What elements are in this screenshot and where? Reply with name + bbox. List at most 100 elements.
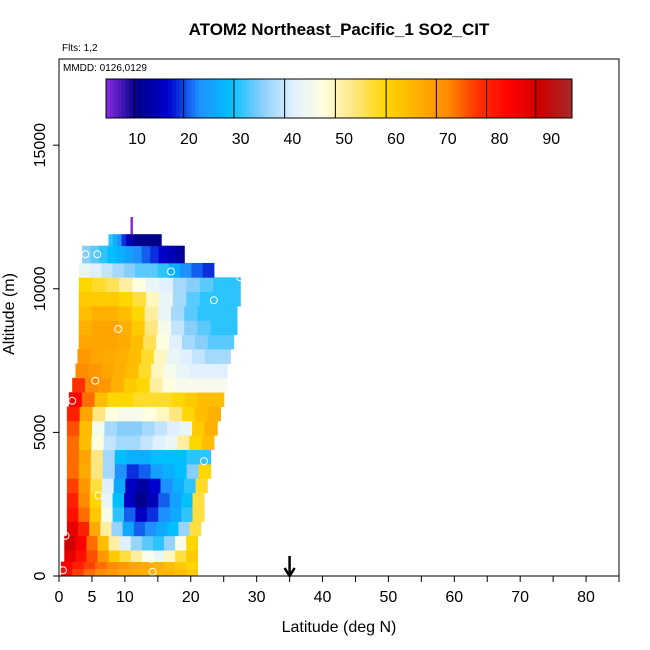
y-tick-label: 10000 [32, 266, 49, 311]
heatmap-cell [121, 234, 127, 247]
colorbar-tick-label: 70 [439, 131, 457, 148]
heatmap-cell [204, 420, 218, 436]
heatmap-cell [79, 420, 93, 436]
heatmap-cell [179, 420, 193, 436]
colorbar-swatch [206, 79, 212, 118]
heatmap-cell [194, 334, 209, 350]
heatmap-cell [112, 262, 125, 278]
y-axis-label: Altitude (m) [1, 273, 18, 355]
colorbar-swatch [439, 79, 445, 118]
heatmap-cell [181, 507, 194, 522]
heatmap-cell [207, 334, 222, 350]
heatmap-cell [146, 277, 161, 293]
heatmap-cell [78, 521, 90, 537]
x-tick-label: 60 [445, 589, 463, 606]
heatmap-cell [135, 262, 147, 278]
heatmap-cell [198, 449, 212, 465]
heatmap-cell [172, 277, 187, 293]
heatmap-cell [120, 392, 134, 407]
colorbar-swatch [428, 79, 433, 118]
heatmap-cell [144, 306, 159, 321]
colorbar-swatch [210, 79, 216, 118]
heatmap-cell [78, 463, 92, 479]
heatmap-cell [163, 568, 176, 577]
heatmap-cell [81, 392, 96, 407]
heatmap-cell [172, 291, 187, 307]
heatmap-cell [119, 277, 134, 293]
heatmap-cell [174, 568, 187, 577]
heatmap-cell [177, 435, 190, 451]
heatmap-cell [105, 320, 119, 336]
heatmap-cell [91, 435, 105, 451]
colorbar-swatch [498, 79, 503, 118]
heatmap-cell [66, 492, 79, 508]
heatmap-cell [158, 492, 171, 508]
heatmap-cell [123, 377, 138, 393]
heatmap-cell [105, 406, 119, 422]
colorbar-swatch [443, 79, 449, 118]
heatmap-cell [201, 435, 215, 451]
heatmap-cell [169, 492, 182, 508]
colorbar: 10 20 30 40 50 60 70 80 90 [105, 78, 573, 148]
x-tick-label: 20 [182, 589, 200, 606]
colorbar-swatch [420, 79, 425, 118]
y-axis: 0 5000 10000 15000 [32, 123, 59, 580]
heatmap-cell [90, 262, 102, 278]
colorbar-swatch [257, 79, 262, 118]
heatmap-cell [160, 478, 173, 494]
heatmap-spike [130, 216, 133, 235]
heatmap-cell [130, 550, 143, 563]
heatmap-cell [146, 392, 160, 407]
heatmap-cell [153, 349, 168, 364]
heatmap-cell [128, 349, 142, 364]
colorbar-swatch [304, 79, 309, 118]
heatmap-cell [66, 507, 79, 522]
heatmap-cell [130, 535, 143, 551]
heatmap-cell [186, 550, 198, 563]
heatmap-cell [156, 334, 170, 350]
heatmap-cell [119, 291, 134, 307]
colorbar-swatch [269, 79, 274, 118]
heatmap-cell [174, 463, 188, 479]
heatmap-cell [159, 392, 173, 407]
heatmap-cell [101, 507, 114, 522]
heatmap-cell [167, 420, 181, 436]
heatmap-cell [115, 435, 129, 451]
heatmap-cell [106, 561, 119, 570]
heatmap-cell [185, 568, 198, 577]
colorbar-swatch [144, 79, 150, 118]
heatmap-cell [125, 478, 138, 494]
heatmap-cell [157, 262, 170, 278]
colorbar-swatch [296, 79, 301, 118]
heatmap-cell [91, 420, 106, 436]
heatmap-cell [119, 550, 132, 563]
heatmap-cell [138, 449, 152, 465]
colorbar-swatch [113, 79, 119, 118]
colorbar-swatch [393, 79, 398, 118]
heatmap-cell [100, 363, 114, 379]
heatmap-cell [117, 561, 130, 570]
heatmap-cell [125, 363, 140, 379]
heatmap-cell [226, 277, 241, 293]
heatmap-cell [66, 449, 80, 465]
heatmap-cell [174, 561, 187, 570]
heatmap-cell [135, 492, 148, 508]
colorbar-swatch [335, 79, 340, 118]
colorbar-swatch [300, 79, 305, 118]
heatmap-cell [146, 262, 159, 278]
heatmap-cell [118, 306, 133, 321]
colorbar-swatch [307, 79, 313, 118]
heatmap-cell [148, 478, 162, 494]
heatmap-cell [199, 291, 214, 307]
heatmap-cell [101, 492, 114, 508]
heatmap-cell [197, 320, 212, 336]
colorbar-swatch [230, 79, 235, 118]
heatmap-cell [112, 507, 125, 522]
heatmap-cell [124, 245, 134, 264]
sample-point [147, 554, 156, 563]
heatmap-cell [105, 277, 120, 293]
heatmap-cell [97, 535, 110, 551]
colorbar-swatch [129, 79, 134, 118]
heatmap-cell [112, 492, 125, 508]
colorbar-swatch [292, 79, 297, 118]
